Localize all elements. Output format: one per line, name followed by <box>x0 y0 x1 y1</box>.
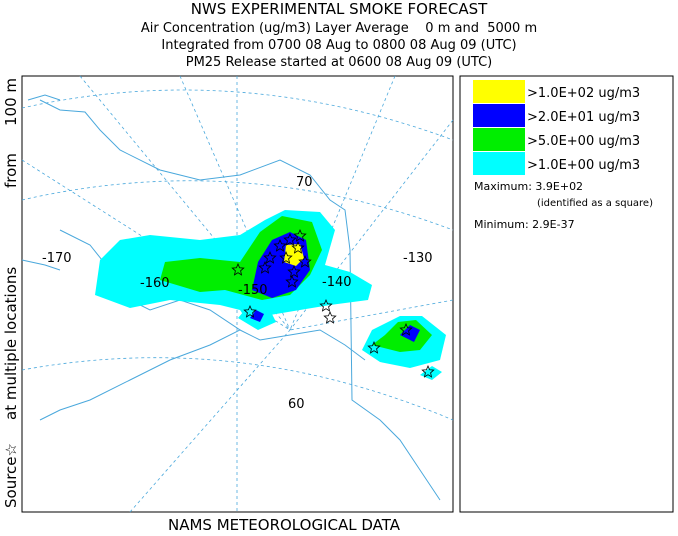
map-label: -140 <box>322 275 352 290</box>
legend-label: >1.0E+00 ug/m3 <box>527 158 640 173</box>
source-star <box>285 274 299 288</box>
maximum-note: (identified as a square) <box>537 198 653 209</box>
map-label: 70 <box>296 175 313 190</box>
side-text: from <box>2 153 20 188</box>
map-label: -150 <box>238 283 268 298</box>
graticule <box>289 299 454 331</box>
graticule <box>21 357 454 421</box>
map-label: -130 <box>403 251 433 266</box>
source-star <box>243 304 257 318</box>
legend-label: >2.0E+01 ug/m3 <box>527 110 640 125</box>
graticule <box>129 329 291 513</box>
legend-label: >5.0E+00 ug/m3 <box>527 134 640 149</box>
source-star <box>273 238 287 252</box>
minimum: Minimum: 2.9E-37 <box>474 218 575 231</box>
map-label: 60 <box>288 397 305 412</box>
map-labels: -170 -160 -150 -140 -130 70 60 <box>42 175 433 412</box>
source-star <box>319 298 333 312</box>
sources <box>231 228 435 378</box>
source-star <box>291 240 305 254</box>
legend-swatch <box>473 104 525 127</box>
source-star <box>258 260 272 274</box>
coastline <box>239 329 366 361</box>
subtitle: PM25 Release started at 0600 08 Aug 09 (… <box>186 55 493 70</box>
coastline <box>21 94 61 271</box>
side-text: 100 m <box>2 78 20 126</box>
subtitle: Integrated from 0700 08 Aug to 0800 08 A… <box>161 38 516 53</box>
source-star <box>367 340 381 354</box>
subtitle: Air Concentration (ug/m3) Layer Average … <box>141 21 537 36</box>
source-star <box>283 232 297 246</box>
legend: >1.0E+02 ug/m3 >2.0E+01 ug/m3 >5.0E+00 ug/… <box>473 80 640 175</box>
plume-region <box>400 325 420 342</box>
source-star <box>231 262 245 276</box>
footer: NAMS METEOROLOGICAL DATA <box>168 516 401 532</box>
source-star <box>263 250 277 264</box>
graticule <box>289 119 454 331</box>
maximum: Maximum: 3.9E+02 <box>474 180 583 193</box>
source-star <box>287 264 301 278</box>
graticule <box>21 89 454 141</box>
map-label: -160 <box>140 276 170 291</box>
source-star <box>298 254 312 268</box>
legend-swatch <box>473 128 525 151</box>
map-label: -170 <box>42 251 72 266</box>
graticule <box>21 180 454 231</box>
side-text: Source☆ <box>2 443 20 508</box>
legend-swatch <box>473 80 525 103</box>
source-star <box>421 364 435 378</box>
legend-swatch <box>473 152 525 175</box>
source-star <box>399 322 413 336</box>
source-star <box>279 250 293 264</box>
side-text: at multiple locations <box>2 267 20 420</box>
plume-region <box>250 310 264 322</box>
source-star <box>323 310 337 324</box>
source-star <box>293 228 307 242</box>
map <box>21 75 454 513</box>
legend-label: >1.0E+02 ug/m3 <box>527 86 640 101</box>
graticule <box>79 75 291 331</box>
title: NWS EXPERIMENTAL SMOKE FORECAST <box>191 0 488 18</box>
side-label: Source☆ at multiple locations from 100 m <box>2 78 20 508</box>
coastline <box>39 99 441 501</box>
